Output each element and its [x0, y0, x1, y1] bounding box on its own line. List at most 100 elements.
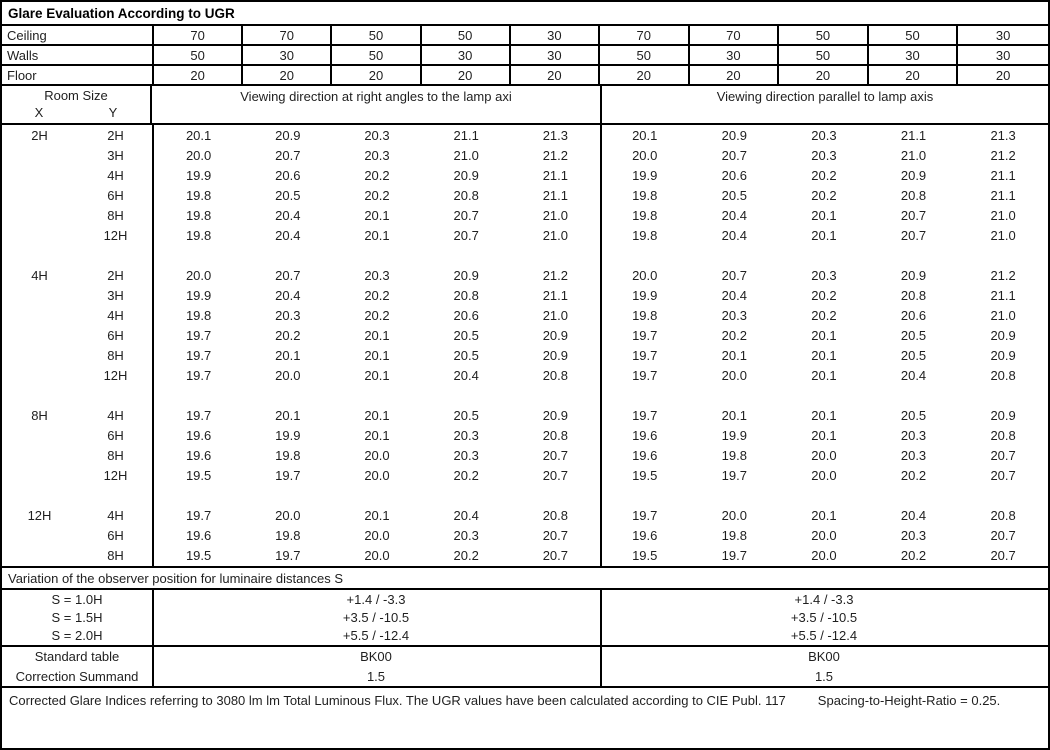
- summary-left-value: 1.5: [366, 668, 386, 684]
- room-size-x: [2, 525, 77, 545]
- summary-row-label: Correction Summand: [15, 668, 139, 684]
- ugr-value: 20.1: [364, 227, 390, 243]
- ugr-value: 19.8: [632, 227, 658, 243]
- ugr-value: 20.6: [721, 167, 747, 183]
- block-gap: [2, 245, 1048, 265]
- ugr-value: 21.0: [900, 147, 927, 163]
- ugr-value: 21.1: [900, 127, 927, 143]
- room-size-x: [2, 205, 77, 225]
- ugr-value: 20.0: [275, 507, 301, 523]
- ugr-value: 19.8: [275, 447, 301, 463]
- surface-value: 20: [689, 66, 780, 86]
- ugr-value: 19.7: [632, 407, 658, 423]
- room-size-y: 4H: [107, 407, 124, 423]
- ugr-value: 20.8: [542, 507, 568, 523]
- ugr-value: 20.7: [721, 267, 747, 283]
- ugr-value: 20.3: [364, 127, 390, 143]
- surface-value: 30: [243, 46, 333, 66]
- ugr-value: 20.5: [900, 327, 927, 343]
- ugr-value: 20.7: [900, 227, 927, 243]
- ugr-value: 20.1: [811, 407, 837, 423]
- ugr-value: 19.9: [185, 287, 212, 303]
- ugr-value: 19.6: [632, 427, 658, 443]
- ugr-value: 19.7: [185, 507, 212, 523]
- surface-row: Ceiling 70 70 50 50 30 70 70 50 50 30: [2, 26, 1048, 46]
- ugr-value: 20.2: [364, 187, 390, 203]
- ugr-value: 20.7: [275, 147, 301, 163]
- viewing-direction-parallel-header: Viewing direction parallel to lamp axis: [600, 86, 1048, 123]
- ugr-value: 19.6: [185, 527, 212, 543]
- page-title: Glare Evaluation According to UGR: [2, 2, 1048, 26]
- ugr-value: 20.1: [632, 127, 658, 143]
- ugr-value: 20.3: [811, 147, 837, 163]
- footer-text-ratio: Spacing-to-Height-Ratio = 0.25.: [817, 693, 1001, 708]
- ugr-value: 20.7: [900, 207, 927, 223]
- ugr-value: 20.2: [364, 167, 390, 183]
- ugr-value: 20.0: [364, 467, 390, 483]
- ugr-value: 21.2: [542, 147, 568, 163]
- ugr-value: 20.1: [185, 127, 212, 143]
- ugr-value: 21.0: [542, 207, 568, 223]
- ugr-value: 19.5: [632, 547, 658, 563]
- ugr-value: 19.7: [632, 367, 658, 383]
- variation-right-value: +3.5 / -10.5: [790, 609, 858, 625]
- room-size-x: [2, 425, 77, 445]
- ugr-value: 21.0: [542, 307, 568, 323]
- ugr-value: 20.0: [721, 367, 747, 383]
- ugr-value: 20.2: [900, 467, 927, 483]
- ugr-value: 20.1: [364, 407, 390, 423]
- ugr-value: 20.0: [185, 267, 212, 283]
- block-gap: [2, 385, 1048, 405]
- variation-row-label: S = 2.0H: [51, 628, 103, 644]
- variation-left-value: +5.5 / -12.4: [342, 628, 410, 644]
- room-size-label: Room Size: [44, 88, 108, 103]
- room-size-y: 2H: [107, 267, 124, 283]
- ugr-value: 20.5: [900, 407, 927, 423]
- ugr-value: 19.7: [632, 507, 658, 523]
- ugr-value: 20.1: [721, 347, 747, 363]
- surface-value: 50: [332, 26, 422, 46]
- surface-value: 50: [868, 26, 959, 46]
- ugr-value: 20.2: [900, 547, 927, 563]
- ugr-value: 21.1: [990, 167, 1016, 183]
- room-size-y: 8H: [107, 447, 124, 463]
- ugr-value: 20.9: [542, 347, 568, 363]
- surface-value: 30: [958, 46, 1048, 66]
- ugr-value: 21.0: [990, 307, 1016, 323]
- ugr-value: 21.2: [990, 147, 1016, 163]
- room-size-x: [2, 225, 77, 245]
- ugr-value: 20.3: [453, 527, 479, 543]
- ugr-value: 21.1: [542, 287, 568, 303]
- variation-left-value: +1.4 / -3.3: [346, 591, 406, 607]
- surface-value: 20: [868, 66, 959, 86]
- ugr-value: 20.3: [275, 307, 301, 323]
- room-size-y: 4H: [107, 307, 124, 323]
- room-size-y: 6H: [107, 427, 124, 443]
- ugr-value: 20.3: [900, 527, 927, 543]
- ugr-value: 19.5: [185, 547, 212, 563]
- ugr-value: 20.3: [364, 267, 390, 283]
- surface-row-label: Ceiling: [2, 26, 154, 46]
- variation-row-label: S = 1.5H: [51, 609, 103, 625]
- ugr-value: 21.1: [542, 167, 568, 183]
- ugr-value: 19.9: [632, 167, 658, 183]
- room-size-y: 12H: [103, 467, 128, 483]
- ugr-value: 20.1: [811, 507, 837, 523]
- ugr-value: 20.7: [721, 147, 747, 163]
- ugr-value: 20.1: [364, 327, 390, 343]
- surface-value: 20: [510, 66, 600, 86]
- ugr-value: 20.0: [811, 547, 837, 563]
- observer-variation-grid: S = 1.0H +1.4 / -3.3 +1.4 / -3.3 S = 1.5H +3…: [2, 590, 1048, 645]
- surface-row: Walls 50 30 50 30 30 50 30 50 30 30: [2, 46, 1048, 66]
- ugr-value: 19.5: [185, 467, 212, 483]
- ugr-value: 19.7: [721, 547, 747, 563]
- ugr-value: 20.0: [632, 267, 658, 283]
- ugr-value: 20.1: [811, 367, 837, 383]
- ugr-value: 20.3: [811, 267, 837, 283]
- surface-value: 50: [332, 46, 422, 66]
- ugr-value: 20.4: [900, 507, 927, 523]
- ugr-value: 20.2: [811, 307, 837, 323]
- ugr-value: 20.0: [721, 507, 747, 523]
- ugr-value: 20.8: [990, 367, 1016, 383]
- room-size-y: 3H: [107, 287, 124, 303]
